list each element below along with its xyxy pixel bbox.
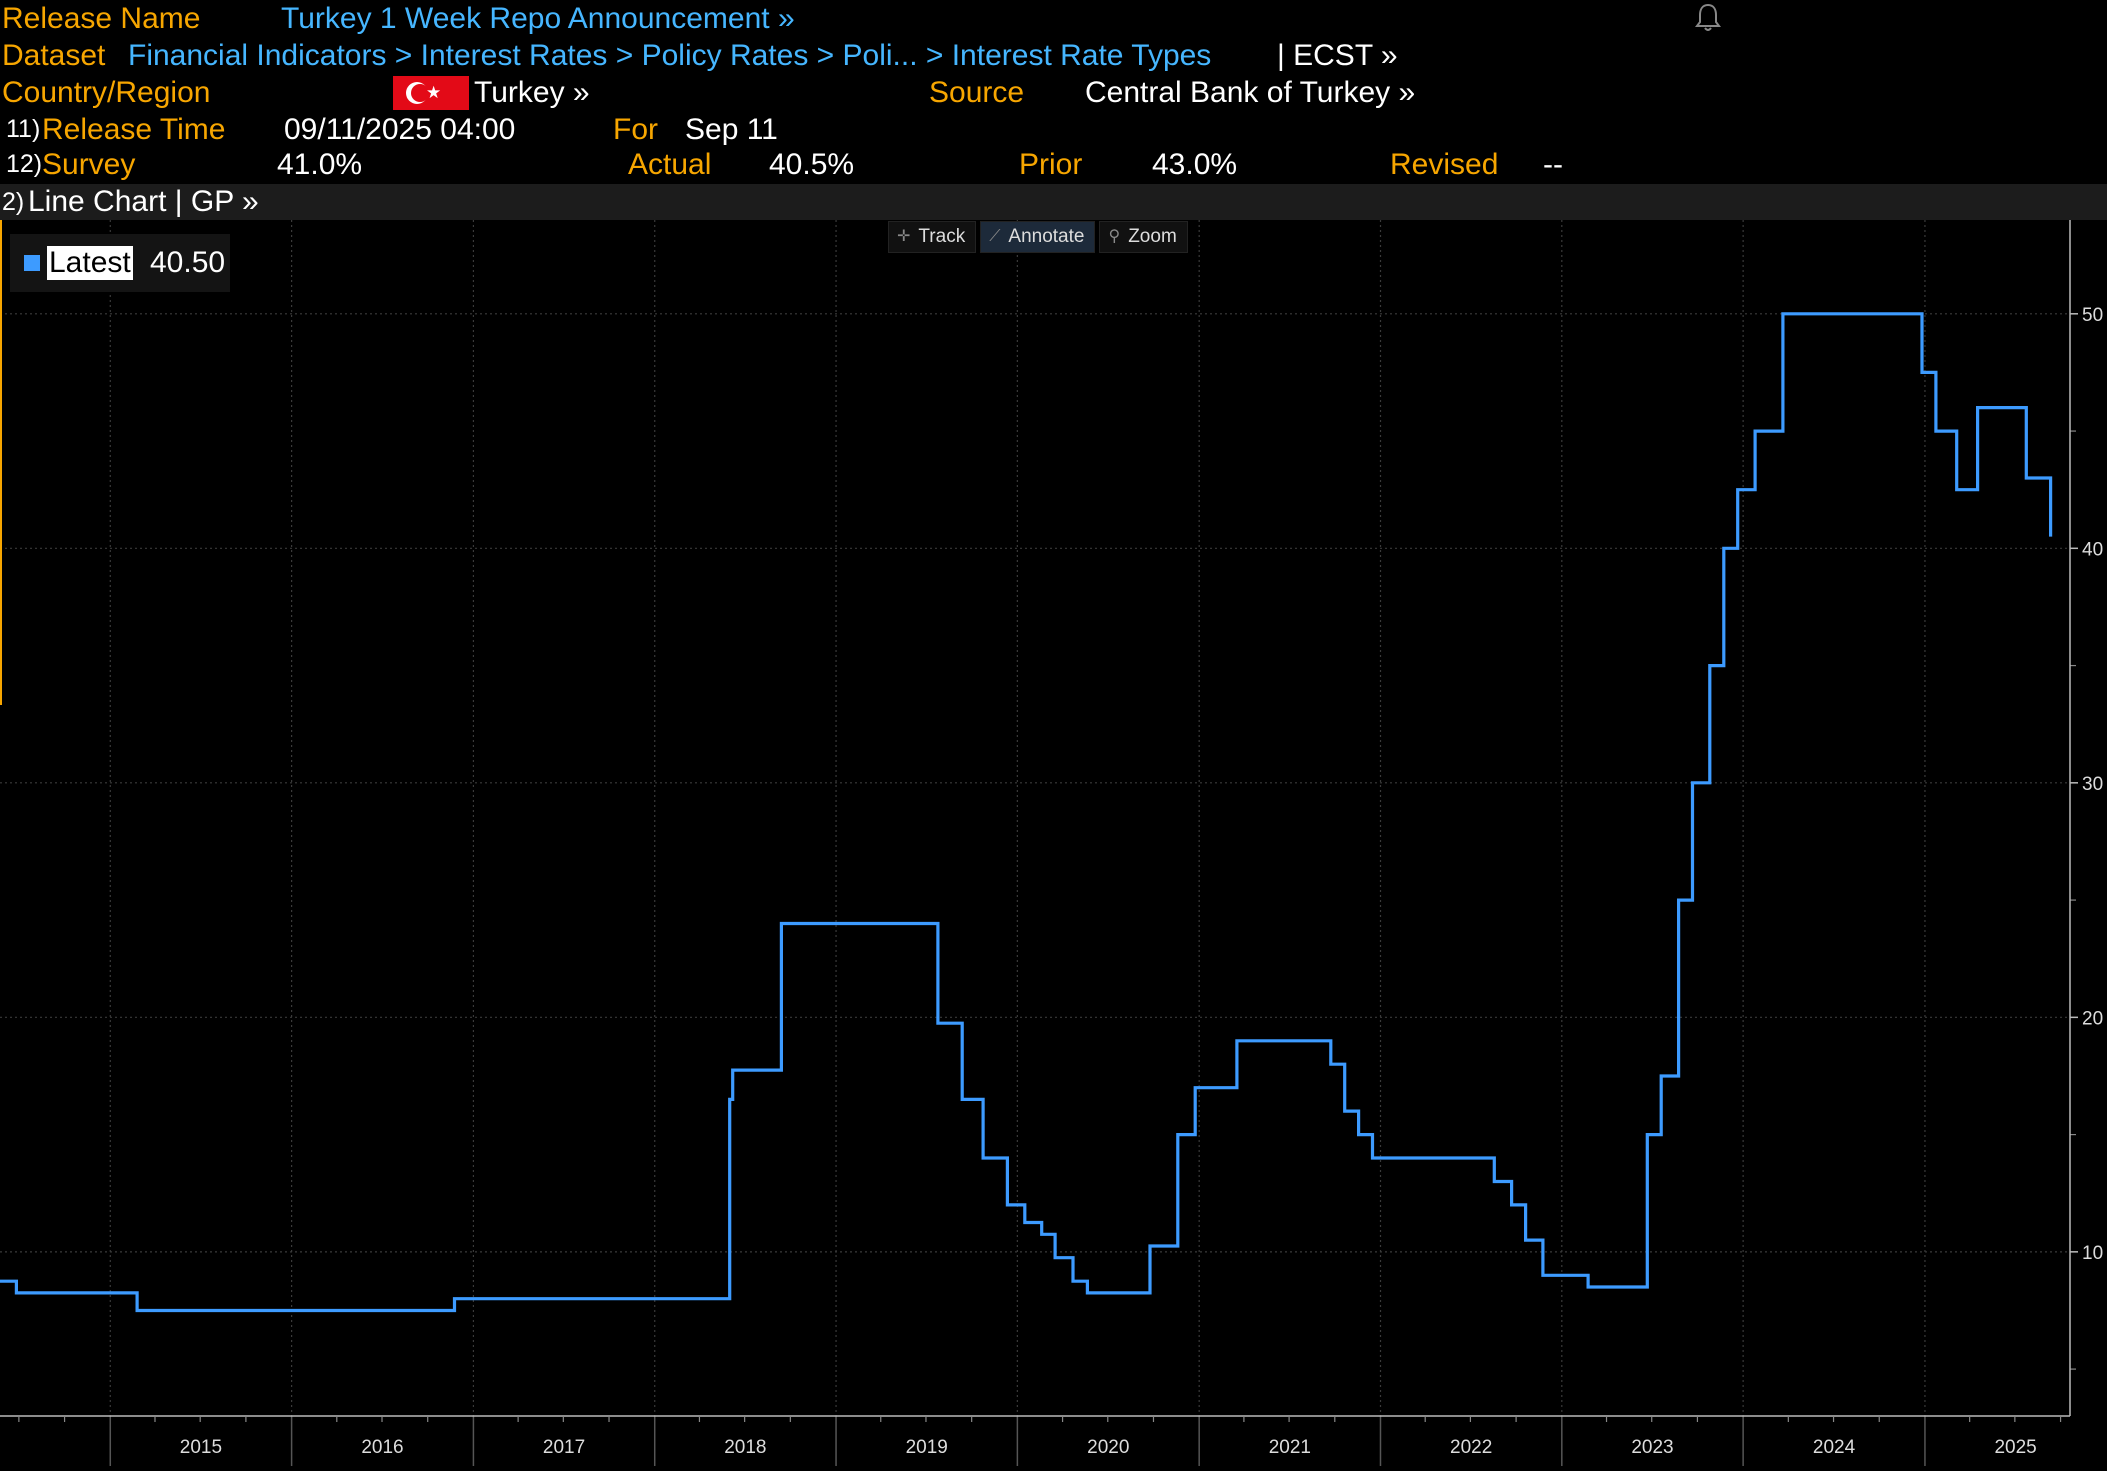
legend-latest-value: 40.50 [150, 246, 226, 279]
prior-value: 43.0% [1152, 148, 1238, 181]
country-value[interactable]: Turkey » [474, 76, 590, 109]
source-label: Source [929, 76, 1025, 109]
annotate-button[interactable]: ⟋ Annotate [980, 221, 1096, 253]
x-tick-label: 2024 [1813, 1437, 1856, 1458]
y-tick-label: 50 [2082, 305, 2103, 326]
y-tick-label: 10 [2082, 1243, 2103, 1264]
y-tick-label: 20 [2082, 1008, 2103, 1029]
survey-label[interactable]: Survey [42, 148, 136, 181]
actual-value: 40.5% [769, 148, 855, 181]
chart-header-text[interactable]: Line Chart | GP » [28, 185, 259, 218]
dataset-path-link[interactable]: Financial Indicators > Interest Rates > … [128, 39, 1212, 72]
x-tick-label: 2023 [1631, 1437, 1673, 1458]
x-tick-label: 2015 [180, 1437, 222, 1458]
revised-label: Revised [1390, 148, 1499, 181]
x-tick-label: 2021 [1269, 1437, 1311, 1458]
x-tick-label: 2020 [1087, 1437, 1129, 1458]
dataset-suffix[interactable]: | ECST » [1277, 39, 1398, 72]
zoom-icon: ⚲ [1108, 228, 1121, 245]
release-header: Release Name Turkey 1 Week Repo Announce… [0, 0, 2107, 184]
release-name-label: Release Name [2, 2, 201, 35]
dataset-label: Dataset [2, 39, 106, 72]
chart-header-number: 2) [2, 188, 25, 216]
left-accent-bar [0, 220, 2, 705]
bell-icon[interactable] [1694, 2, 1722, 32]
x-tick-label: 2017 [543, 1437, 585, 1458]
series-line-latest[interactable] [0, 312, 2053, 1313]
x-tick-label: 2025 [1994, 1437, 2036, 1458]
release-time-number: 11) [6, 115, 41, 143]
release-time-value: 09/11/2025 04:00 [284, 113, 516, 146]
zoom-label: Zoom [1128, 226, 1177, 247]
x-tick-label: 2016 [361, 1437, 403, 1458]
source-value[interactable]: Central Bank of Turkey » [1085, 76, 1416, 109]
legend-series-name: Latest [47, 246, 133, 280]
actual-label: Actual [628, 148, 712, 181]
x-tick-label: 2022 [1450, 1437, 1492, 1458]
x-tick-label: 2019 [906, 1437, 948, 1458]
y-tick-label: 30 [2082, 774, 2103, 795]
legend-swatch [24, 255, 40, 271]
revised-value: -- [1543, 148, 1563, 181]
chart-header-bar: 2) Line Chart | GP » [0, 184, 2107, 220]
chart-legend[interactable]: Latest 40.50 [10, 234, 230, 292]
line-chart: 10 20 30 40 50 2015 2016 2017 2018 2019 2020 2021 20… [0, 220, 2103, 1466]
annotate-label: Annotate [1008, 226, 1085, 247]
release-name-link[interactable]: Turkey 1 Week Repo Announcement » [281, 2, 795, 35]
survey-number: 12) [6, 150, 43, 178]
country-label: Country/Region [2, 76, 211, 109]
release-time-label[interactable]: Release Time [42, 113, 226, 146]
chart-area[interactable]: 10 20 30 40 50 2015 2016 2017 2018 2019 2020 2021 20… [0, 220, 2107, 1471]
zoom-button[interactable]: ⚲ Zoom [1099, 221, 1188, 253]
for-label: For [613, 113, 658, 146]
prior-label: Prior [1019, 148, 1083, 181]
annotate-icon: ⟋ [989, 228, 1001, 245]
chart-toolbar: ✛ Track ⟋ Annotate ⚲ Zoom [888, 221, 1188, 253]
for-value: Sep 11 [685, 113, 778, 146]
track-label: Track [918, 226, 966, 247]
track-icon: ✛ [897, 228, 911, 245]
survey-value: 41.0% [277, 148, 363, 181]
turkey-flag-icon: ★ [393, 76, 469, 110]
y-tick-label: 40 [2082, 539, 2103, 560]
x-tick-label: 2018 [724, 1437, 766, 1458]
track-button[interactable]: ✛ Track [888, 221, 977, 253]
